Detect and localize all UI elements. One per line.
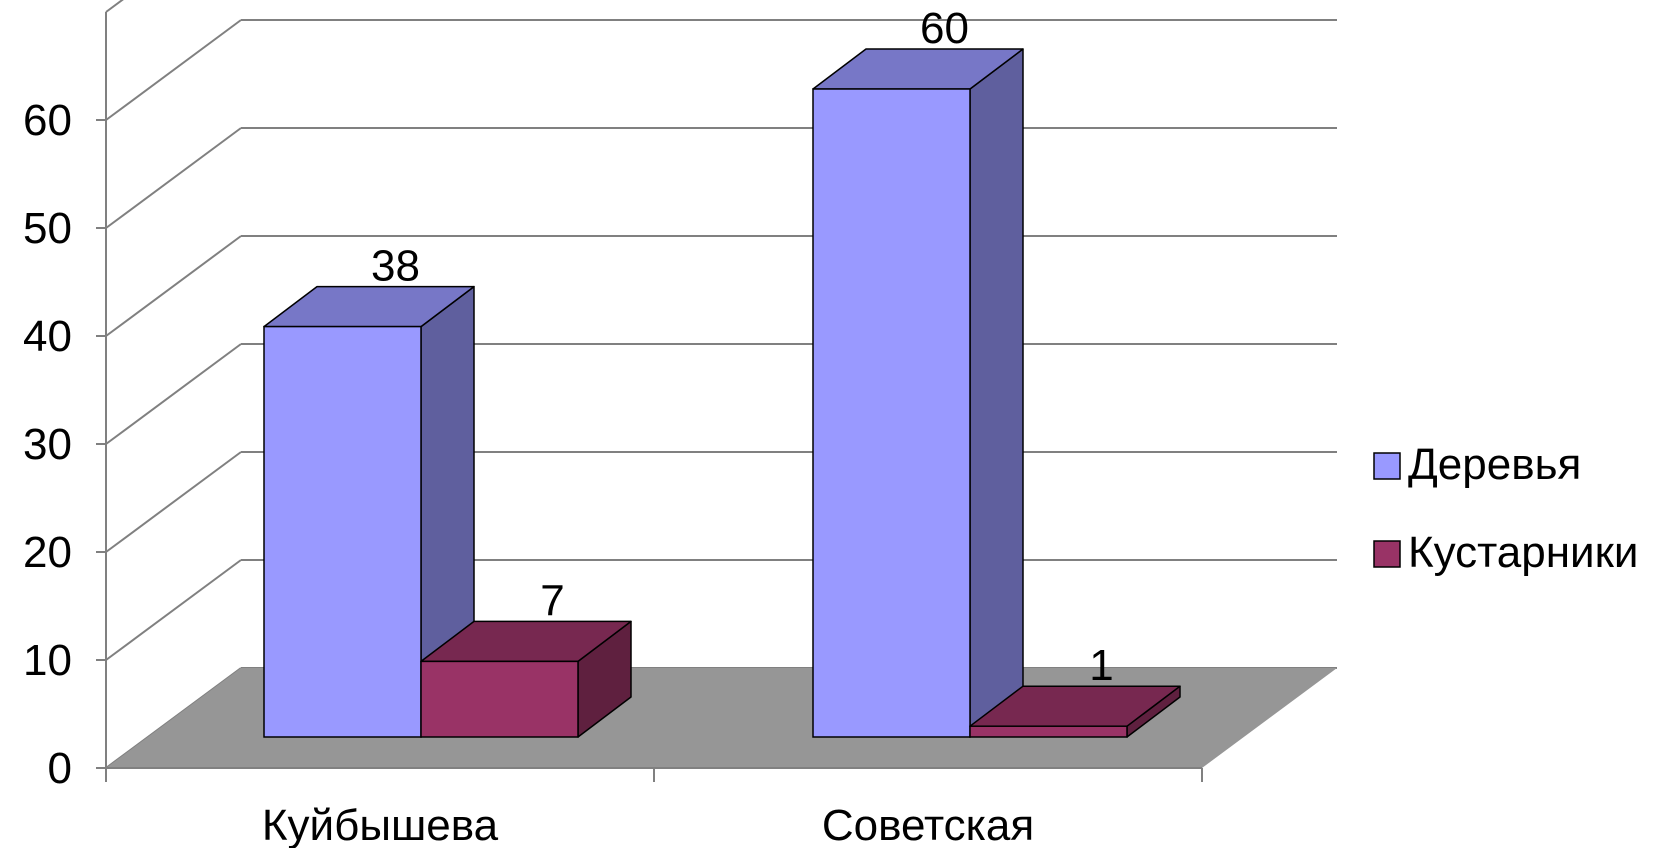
gridline-side [105,343,242,445]
bar [263,325,422,738]
data-label: 38 [371,242,420,291]
y-tick-label: 10 [23,636,72,685]
bar-side [969,48,1024,738]
gridline-side [105,127,242,229]
chart-axes [96,12,1203,782]
data-label: 60 [920,4,969,53]
category-label: Куйбышева [262,801,499,848]
bar [812,88,971,738]
gridline-side [105,559,242,661]
y-tick-label: 40 [23,312,72,361]
y-tick-label: 20 [23,528,72,577]
bar [420,660,579,738]
y-tick-label: 30 [23,420,72,469]
legend-label: Деревья [1408,440,1581,489]
gridline-side [105,451,242,553]
bar [969,725,1128,738]
gridline-side [105,19,242,121]
legend-swatch [1373,452,1401,480]
y-tick-label: 60 [23,96,72,145]
y-tick-label: 0 [48,744,72,793]
category-label: Советская [822,801,1034,848]
gridline-side [105,235,242,337]
data-label: 7 [540,576,564,625]
chart-legend: Деревья Кустарники [1373,440,1638,577]
chart-labels: 0 10 20 30 40 50 60 38 7 Куйбышева 60 1 Советская [23,4,1114,848]
chart-bars [263,48,1181,738]
gridline-side [105,0,124,13]
legend-swatch [1373,540,1401,568]
y-tick-label: 50 [23,204,72,253]
data-label: 1 [1089,641,1113,690]
legend-label: Кустарники [1408,528,1638,577]
